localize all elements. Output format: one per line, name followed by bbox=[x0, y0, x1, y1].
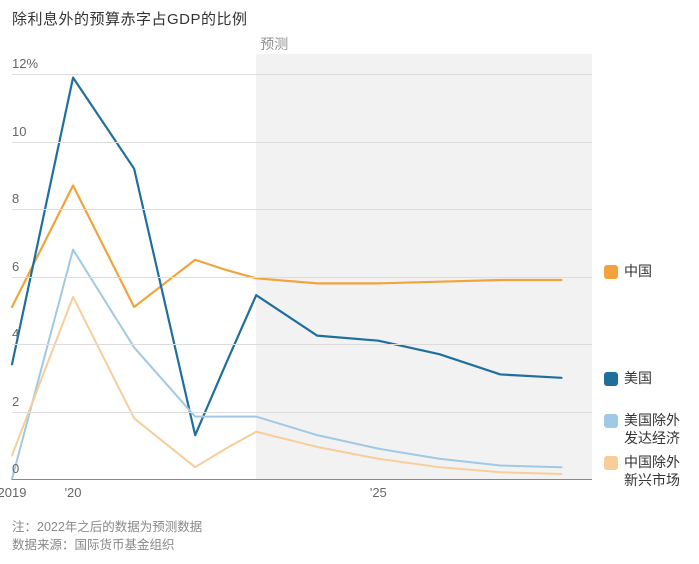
legend-swatch bbox=[604, 265, 618, 279]
y-tick-label: 8 bbox=[12, 191, 19, 206]
series-adv_ex_us bbox=[12, 250, 561, 479]
legend-swatch bbox=[604, 414, 618, 428]
series-em_ex_cn bbox=[12, 297, 561, 474]
footnote-1: 注：2022年之后的数据为预测数据 bbox=[12, 518, 202, 537]
footnote-2: 数据来源：国际货币基金组织 bbox=[12, 536, 175, 555]
legend-label: 中国 bbox=[624, 263, 652, 281]
gridline bbox=[12, 277, 592, 278]
legend-item-adv_ex_us: 美国除外 发达经济 bbox=[604, 412, 680, 447]
legend-label: 中国除外 新兴市场 bbox=[624, 454, 680, 489]
gridline bbox=[12, 74, 592, 75]
gridline bbox=[12, 209, 592, 210]
gridline bbox=[12, 142, 592, 143]
gridline bbox=[12, 344, 592, 345]
forecast-label: 预测 bbox=[260, 34, 288, 54]
series-china bbox=[12, 186, 561, 307]
x-tick-label: '25 bbox=[370, 485, 387, 500]
x-tick-label: 2019 bbox=[0, 485, 26, 500]
lines-svg bbox=[12, 54, 592, 479]
series-usa bbox=[12, 78, 561, 436]
y-tick-label: 2 bbox=[12, 394, 19, 409]
plot-area: 预测 024681012%2019'20'25 bbox=[12, 54, 592, 479]
gridline bbox=[12, 412, 592, 413]
baseline bbox=[12, 479, 592, 480]
y-tick-label: 0 bbox=[12, 461, 19, 476]
y-tick-label: 12% bbox=[12, 56, 38, 71]
legend-swatch bbox=[604, 372, 618, 386]
legend-item-em_ex_cn: 中国除外 新兴市场 bbox=[604, 454, 680, 489]
chart-title: 除利息外的预算赤字占GDP的比例 bbox=[12, 8, 248, 29]
legend-label: 美国 bbox=[624, 370, 652, 388]
y-tick-label: 10 bbox=[12, 124, 26, 139]
y-tick-label: 4 bbox=[12, 326, 19, 341]
chart-container: 除利息外的预算赤字占GDP的比例 预测 0 2 4 6 8 10 12% 2019 '20 '25… bbox=[0, 0, 699, 564]
legend-label: 美国除外 发达经济 bbox=[624, 412, 680, 447]
legend-swatch bbox=[604, 456, 618, 470]
x-tick-label: '20 bbox=[65, 485, 82, 500]
y-tick-label: 6 bbox=[12, 259, 19, 274]
legend-item-usa: 美国 bbox=[604, 370, 652, 388]
legend-item-china: 中国 bbox=[604, 263, 652, 281]
